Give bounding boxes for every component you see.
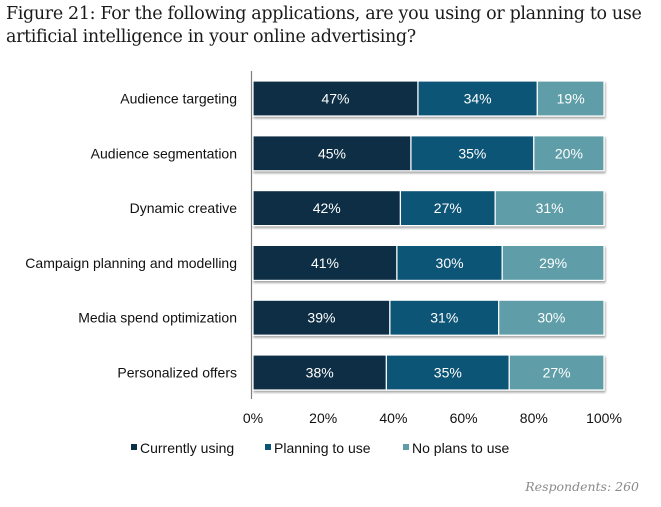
legend-item-currently-using: Currently using bbox=[131, 440, 234, 456]
stacked-bar-chart: 47% 34% 19% 45% 35% 20% 42% 27% 31% 41% 30% 29% 39% 3… bbox=[25, 71, 622, 456]
legend-swatch bbox=[265, 444, 271, 450]
bar-row-audience-segmentation bbox=[252, 135, 605, 172]
bar-row-campaign-planning-and-modelling bbox=[252, 244, 605, 281]
chart-title-line-2: artificial intelligence in your online a… bbox=[6, 27, 416, 47]
legend-label: No plans to use bbox=[412, 440, 509, 456]
legend-swatch bbox=[131, 444, 137, 450]
bar-value-label: 41% bbox=[311, 255, 339, 271]
legend-swatch bbox=[403, 444, 409, 450]
bar-value-label: 45% bbox=[318, 145, 346, 161]
chart-title-line-1: Figure 21: For the following application… bbox=[6, 4, 642, 24]
x-axis-ticks: 0% 20% 40% 60% 80% 100% bbox=[243, 410, 622, 426]
bar-segment-currently-using bbox=[252, 135, 412, 172]
respondents-note: Respondents: 260 bbox=[525, 479, 639, 494]
x-tick-label: 40% bbox=[379, 410, 407, 426]
bar-segment-no-plans-to-use bbox=[494, 190, 605, 227]
x-tick-label: 100% bbox=[586, 410, 622, 426]
bar-value-label: 47% bbox=[321, 91, 349, 107]
category-label: Audience targeting bbox=[120, 91, 237, 107]
bar-segment-currently-using bbox=[252, 80, 419, 117]
bar-value-label: 27% bbox=[543, 365, 571, 381]
bar-value-label: 39% bbox=[307, 310, 335, 326]
bar-value-label: 35% bbox=[458, 145, 486, 161]
x-tick-label: 20% bbox=[309, 410, 337, 426]
bar-segment-no-plans-to-use bbox=[498, 299, 605, 336]
category-label: Media spend optimization bbox=[78, 310, 237, 326]
bar-segment-planning-to-use bbox=[385, 354, 510, 391]
x-tick-label: 0% bbox=[243, 410, 263, 426]
bar-row-personalized-offers bbox=[252, 354, 605, 391]
bar-row-media-spend-optimization bbox=[252, 299, 605, 336]
category-label: Personalized offers bbox=[117, 365, 237, 381]
bar-segment-planning-to-use bbox=[396, 244, 503, 281]
bar-value-label: 30% bbox=[436, 255, 464, 271]
legend-label: Planning to use bbox=[274, 440, 371, 456]
bar-segment-no-plans-to-use bbox=[501, 244, 605, 281]
category-label: Dynamic creative bbox=[130, 200, 238, 216]
legend: Currently using Planning to use No plans t… bbox=[131, 440, 509, 456]
bar-segment-currently-using bbox=[252, 299, 391, 336]
bar-value-label: 31% bbox=[536, 200, 564, 216]
bars-layer: 47% 34% 19% 45% 35% 20% 42% 27% 31% 41% 30% 29% 39% 3… bbox=[252, 80, 605, 391]
category-labels: Audience targeting Audience segmentation D… bbox=[25, 91, 237, 381]
bar-segment-planning-to-use bbox=[399, 190, 496, 227]
bar-value-label: 27% bbox=[434, 200, 462, 216]
bar-segment-currently-using bbox=[252, 190, 402, 227]
x-tick-label: 60% bbox=[450, 410, 478, 426]
bar-segment-currently-using bbox=[252, 354, 387, 391]
bar-value-label: 38% bbox=[306, 365, 334, 381]
bar-value-label: 31% bbox=[430, 310, 458, 326]
bar-row-audience-targeting bbox=[252, 80, 605, 117]
bar-value-label: 19% bbox=[557, 91, 585, 107]
x-tick-label: 80% bbox=[520, 410, 548, 426]
bar-value-label: 30% bbox=[537, 310, 565, 326]
bar-value-label: 20% bbox=[555, 145, 583, 161]
bar-segment-no-plans-to-use bbox=[536, 80, 605, 117]
bar-segment-no-plans-to-use bbox=[533, 135, 605, 172]
bar-value-label: 34% bbox=[464, 91, 492, 107]
bar-value-label: 35% bbox=[434, 365, 462, 381]
legend-item-no-plans-to-use: No plans to use bbox=[403, 440, 509, 456]
bar-value-label: 42% bbox=[313, 200, 341, 216]
bar-segment-no-plans-to-use bbox=[508, 354, 605, 391]
bar-row-dynamic-creative bbox=[252, 190, 605, 227]
legend-label: Currently using bbox=[140, 440, 234, 456]
category-label: Audience segmentation bbox=[91, 145, 237, 161]
bar-segment-planning-to-use bbox=[410, 135, 535, 172]
chart-title: Figure 21: For the following application… bbox=[6, 3, 656, 49]
bar-value-label: 29% bbox=[539, 255, 567, 271]
legend-item-planning-to-use: Planning to use bbox=[265, 440, 371, 456]
category-label: Campaign planning and modelling bbox=[25, 255, 237, 271]
